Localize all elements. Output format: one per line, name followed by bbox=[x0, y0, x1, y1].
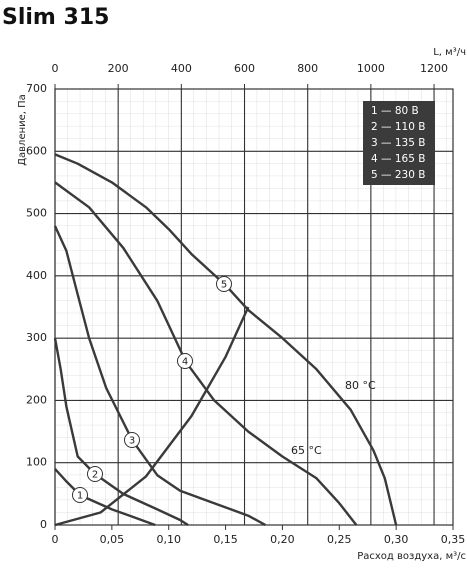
curve-id-circle bbox=[177, 353, 193, 369]
curve-id-circle bbox=[87, 466, 103, 482]
x2-tick-label: 1000 bbox=[357, 62, 385, 75]
x-tick-label: 0,20 bbox=[270, 533, 295, 546]
x-tick-label: 0,10 bbox=[156, 533, 181, 546]
x2-tick-label: 400 bbox=[171, 62, 192, 75]
legend-entry: 3 — 135 В bbox=[371, 137, 425, 149]
legend-entry: 1 — 80 В bbox=[371, 105, 419, 117]
x-tick-label: 0,25 bbox=[327, 533, 352, 546]
x-tick-label: 0,05 bbox=[100, 533, 125, 546]
x2-tick-label: 200 bbox=[108, 62, 129, 75]
y-tick-label: 600 bbox=[26, 144, 47, 157]
y-tick-label: 100 bbox=[26, 456, 47, 469]
legend-entry: 2 — 110 В bbox=[371, 121, 425, 133]
annotation: 65 °C bbox=[291, 444, 322, 457]
plot-frame bbox=[54, 88, 454, 526]
x-tick-label: 0,15 bbox=[213, 533, 238, 546]
legend-entry: 5 — 230 В bbox=[371, 169, 425, 181]
y-tick-label: 300 bbox=[26, 331, 47, 344]
curve bbox=[54, 306, 250, 527]
curve-id: 5 bbox=[221, 280, 227, 291]
x-tick-label: 0,35 bbox=[441, 533, 466, 546]
x-axis-title: Расход воздуха, м³/с bbox=[357, 551, 466, 562]
curve-id: 3 bbox=[129, 436, 135, 447]
curve-id: 4 bbox=[182, 357, 188, 368]
curve bbox=[54, 468, 156, 527]
x2-tick-label: 800 bbox=[297, 62, 318, 75]
curve bbox=[54, 153, 398, 526]
chart-title: Slim 315 bbox=[2, 5, 109, 30]
curves bbox=[53, 153, 398, 527]
x-tick-label: 0 bbox=[52, 533, 59, 546]
curve-id-circle bbox=[72, 487, 88, 503]
x2-tick-label: 1200 bbox=[420, 62, 448, 75]
y-tick-label: 700 bbox=[26, 82, 47, 95]
y-axis-title: Давление, Па bbox=[17, 94, 28, 166]
legend-entry: 4 — 165 В bbox=[371, 153, 425, 165]
x2-tick-label: 0 bbox=[52, 62, 59, 75]
curve-id-circle bbox=[216, 276, 232, 292]
x2-tick-label: 600 bbox=[234, 62, 255, 75]
annotation: 80 °C bbox=[345, 379, 376, 392]
y-tick-label: 400 bbox=[26, 269, 47, 282]
y-tick-label: 0 bbox=[40, 518, 47, 531]
curve-id: 1 bbox=[77, 491, 83, 502]
labels: 0 100 200 300 400 500 600 700 0 200 400 600 800 1000 1… bbox=[26, 62, 465, 546]
y-tick-label: 200 bbox=[26, 393, 47, 406]
x2-axis-title: L, м³/ч bbox=[433, 47, 466, 58]
legend-box bbox=[363, 101, 435, 185]
y-tick-label: 500 bbox=[26, 207, 47, 220]
curve bbox=[54, 181, 358, 526]
curve-id: 2 bbox=[92, 470, 98, 481]
curve-id-circle bbox=[124, 432, 140, 448]
x-tick-label: 0,30 bbox=[384, 533, 409, 546]
